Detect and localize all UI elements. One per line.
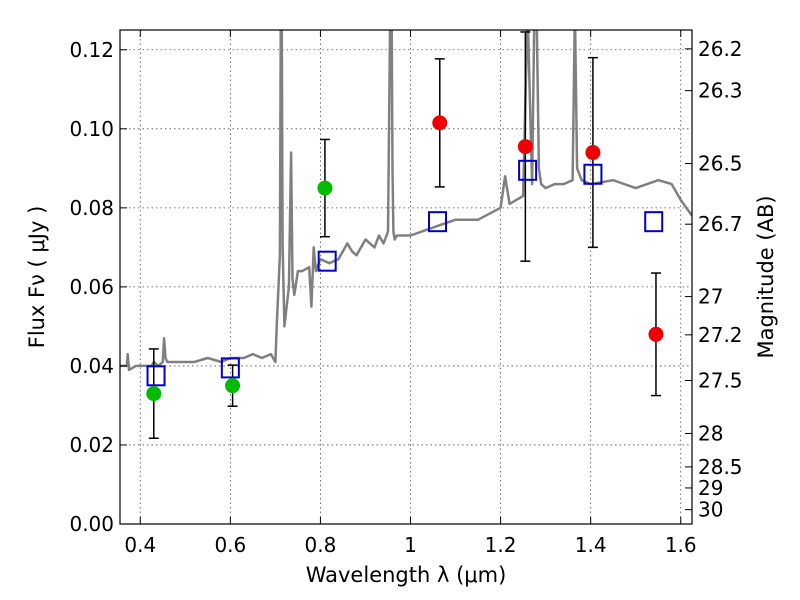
model-square [583,163,603,185]
y-tick-label: 0.04 [69,354,114,378]
x-tick-label: 1.4 [575,533,607,557]
y-tick-label: 0.02 [69,433,114,457]
y2-tick-label: 26.2 [698,37,743,61]
y-axis-label: Flux Fν ( μJy ) [25,206,49,349]
x-tick-label: 1.2 [485,533,517,557]
model-square [317,250,337,272]
y2-tick-label: 26.7 [698,212,743,236]
grid-lines [120,30,692,525]
spectrum-line [120,30,692,372]
y2-tick-label: 28 [698,421,723,445]
green-data-point [146,386,162,402]
x-axis-label: Wavelength λ (μm) [306,563,507,587]
y2-tick-label: 28.5 [698,455,743,479]
model-square [428,211,448,233]
y-tick-label: 0.12 [69,38,114,62]
model-square [518,159,538,181]
y2-tick-label: 26.3 [698,79,743,103]
y2-tick-label: 29 [698,476,723,500]
model-square [220,357,240,379]
x-tick-label: 0.4 [124,533,156,557]
y2-tick-label: 27 [698,285,723,309]
red-data-point [432,115,448,131]
plot-frame [119,29,693,525]
y-tick-label: 0.06 [69,275,114,299]
x-tick-label: 0.6 [214,533,246,557]
observed-photometry-points [146,115,664,402]
model-spectrum-line [120,30,692,372]
y2-axis-label: Magnitude (AB) [754,195,778,358]
x-tick-label: 1 [404,533,417,557]
red-data-point [585,145,601,161]
y-tick-label: 0.08 [69,196,114,220]
model-photometry-squares [146,159,664,387]
red-data-point [517,139,533,155]
y2-tick-label: 26.5 [698,152,743,176]
y-tick-label: 0.10 [69,117,114,141]
green-data-point [225,378,241,394]
y2-tick-label: 27.5 [698,369,743,393]
y-tick-label: 0.00 [69,512,114,536]
y2-tick-label: 30 [698,498,723,522]
x-tick-label: 1.6 [665,533,697,557]
red-data-point [648,326,664,342]
model-square [146,365,166,387]
green-data-point [317,180,333,196]
y2-tick-label: 27.2 [698,323,743,347]
model-square [644,211,664,233]
axis-ticks: 0.4 0.6 0.8 1 1.2 1.4 1.6 0.00 0.02 0.04 0.06 0.08 0… [69,30,743,557]
x-tick-label: 0.8 [305,533,337,557]
